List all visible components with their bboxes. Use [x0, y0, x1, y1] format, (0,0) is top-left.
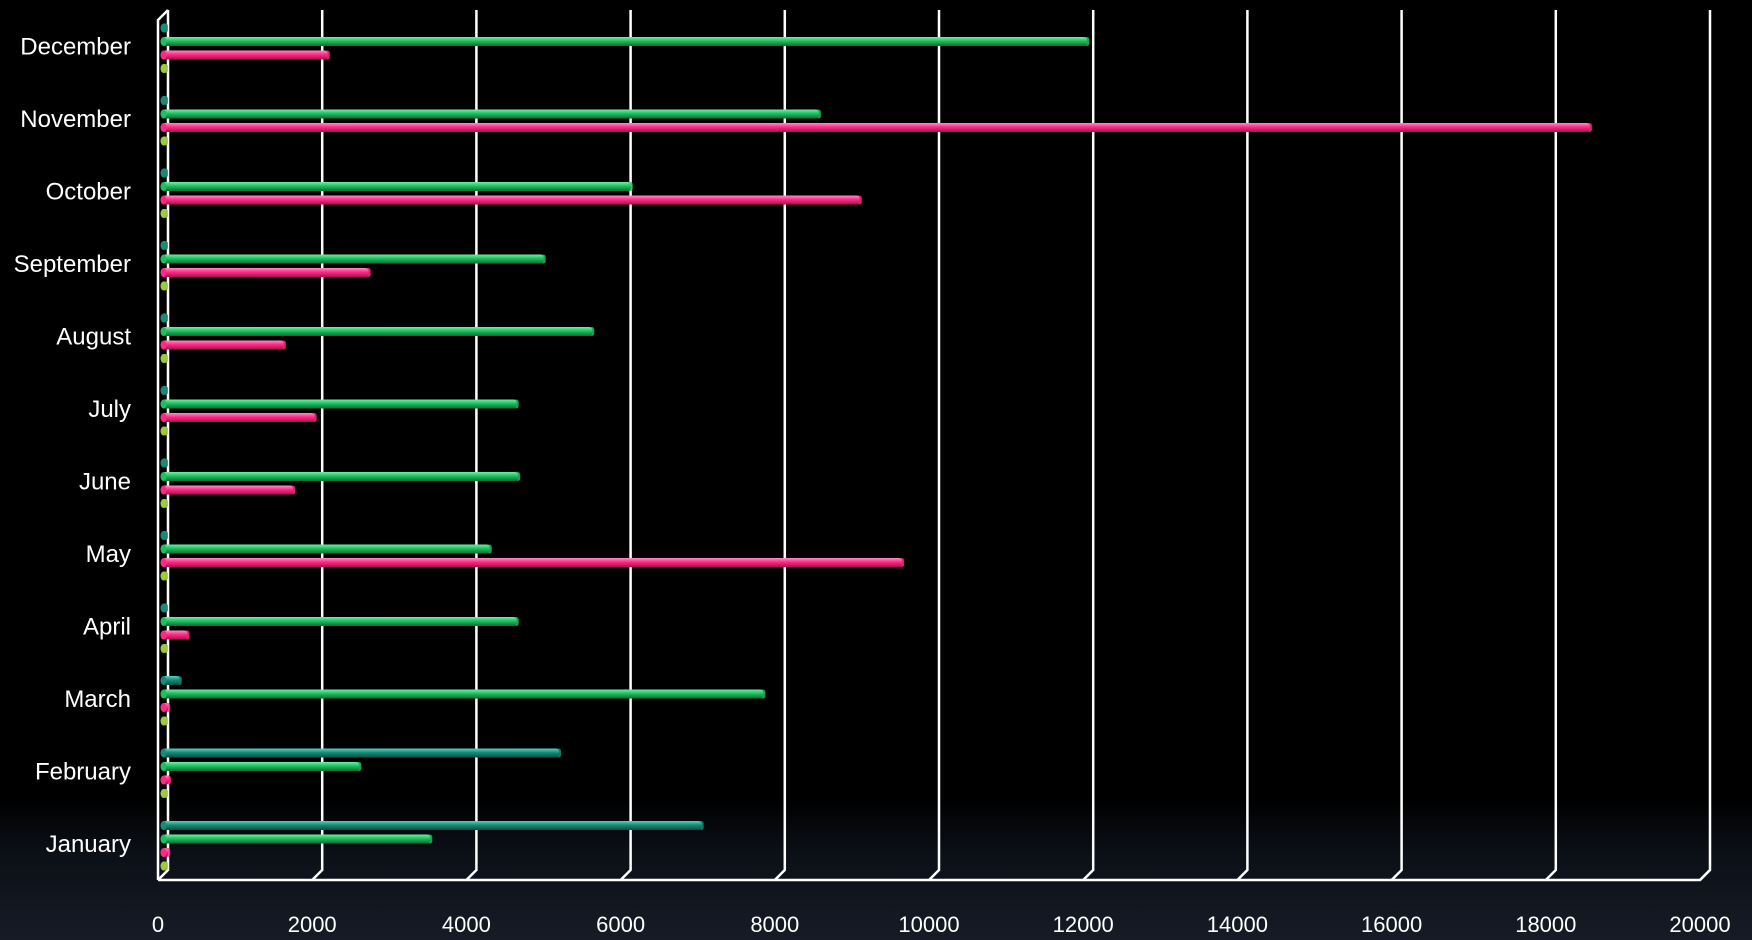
- x-gridline: [1699, 10, 1712, 881]
- bar: [160, 109, 821, 119]
- bar: [160, 241, 168, 250]
- bar: [160, 748, 562, 758]
- bar: [160, 209, 168, 218]
- bar: [160, 499, 168, 508]
- x-tick-label: 12000: [1053, 912, 1114, 937]
- y-category-label: June: [79, 468, 131, 495]
- bar: [160, 340, 286, 350]
- bar: [160, 762, 362, 771]
- x-gridline: [465, 10, 478, 881]
- y-category-label: May: [86, 541, 131, 568]
- bar: [160, 571, 168, 581]
- x-tick-label: 16000: [1361, 912, 1422, 937]
- x-tick-label: 20000: [1669, 912, 1730, 937]
- bar: [160, 630, 190, 640]
- bar: [160, 327, 595, 336]
- x-gridline: [157, 10, 170, 881]
- bar: [160, 676, 182, 685]
- bar: [160, 386, 168, 395]
- bar: [160, 50, 330, 60]
- bar: [160, 268, 371, 277]
- y-axis-line: [156, 9, 169, 880]
- bar: [160, 775, 171, 785]
- x-gridline: [1390, 10, 1403, 881]
- bar: [160, 413, 317, 422]
- bar: [160, 426, 168, 436]
- bars: [160, 23, 1592, 871]
- x-gridline: [1544, 10, 1558, 881]
- bar: [160, 821, 704, 830]
- x-tick-label: 10000: [898, 912, 959, 937]
- bar: [160, 544, 492, 554]
- x-gridline: [928, 10, 941, 881]
- bar: [160, 96, 168, 105]
- x-gridline: [311, 10, 324, 881]
- bar: [160, 716, 168, 726]
- bar: [160, 313, 168, 323]
- x-gridline: [1236, 10, 1249, 881]
- x-gridline: [1082, 10, 1095, 881]
- bar: [160, 558, 905, 567]
- bar: [160, 168, 168, 178]
- bar: [160, 37, 1090, 46]
- x-tick-label: 4000: [442, 912, 491, 937]
- bar: [160, 23, 168, 33]
- y-category-label: September: [14, 251, 131, 278]
- bar: [160, 861, 168, 871]
- y-category-label: March: [64, 686, 131, 713]
- bar: [160, 834, 433, 844]
- gridlines: [157, 10, 1712, 881]
- bar: [160, 789, 168, 798]
- y-category-label: October: [46, 178, 131, 205]
- axes: [156, 9, 1711, 882]
- x-tick-label: 8000: [750, 912, 799, 937]
- bar: [160, 689, 766, 699]
- x-tick-label: 0: [152, 912, 164, 937]
- bar: [160, 458, 168, 468]
- y-category-label: August: [56, 323, 131, 350]
- axis-labels: 0 2000 4000 6000 8000 10000 12000 14000 16000 180…: [14, 33, 1731, 937]
- bar: [160, 848, 171, 857]
- bar: [160, 399, 519, 409]
- x-tick-label: 14000: [1207, 912, 1268, 937]
- bar: [160, 354, 168, 363]
- bar: [160, 617, 519, 626]
- bar: [160, 195, 862, 205]
- x-tick-label: 2000: [288, 912, 337, 937]
- bar: [160, 703, 171, 712]
- bar: [160, 644, 168, 653]
- y-category-label: December: [20, 33, 131, 60]
- bar: [160, 472, 521, 481]
- x-tick-label: 6000: [596, 912, 645, 937]
- bar: [160, 64, 168, 73]
- y-category-label: January: [46, 831, 131, 858]
- x-gridline: [773, 10, 787, 881]
- bar: [160, 485, 296, 495]
- bar: [160, 136, 168, 146]
- y-category-label: November: [20, 106, 131, 133]
- bar: [160, 182, 633, 191]
- bar: [160, 123, 1592, 132]
- y-category-label: February: [35, 758, 131, 785]
- bar: [160, 603, 168, 613]
- bar: [160, 531, 168, 540]
- bar: [160, 281, 168, 291]
- y-category-label: April: [83, 613, 131, 640]
- x-tick-label: 18000: [1515, 912, 1576, 937]
- bar: [160, 254, 546, 264]
- x-gridline: [619, 10, 632, 881]
- x-axis-line: [158, 869, 1711, 882]
- y-category-label: July: [88, 396, 131, 423]
